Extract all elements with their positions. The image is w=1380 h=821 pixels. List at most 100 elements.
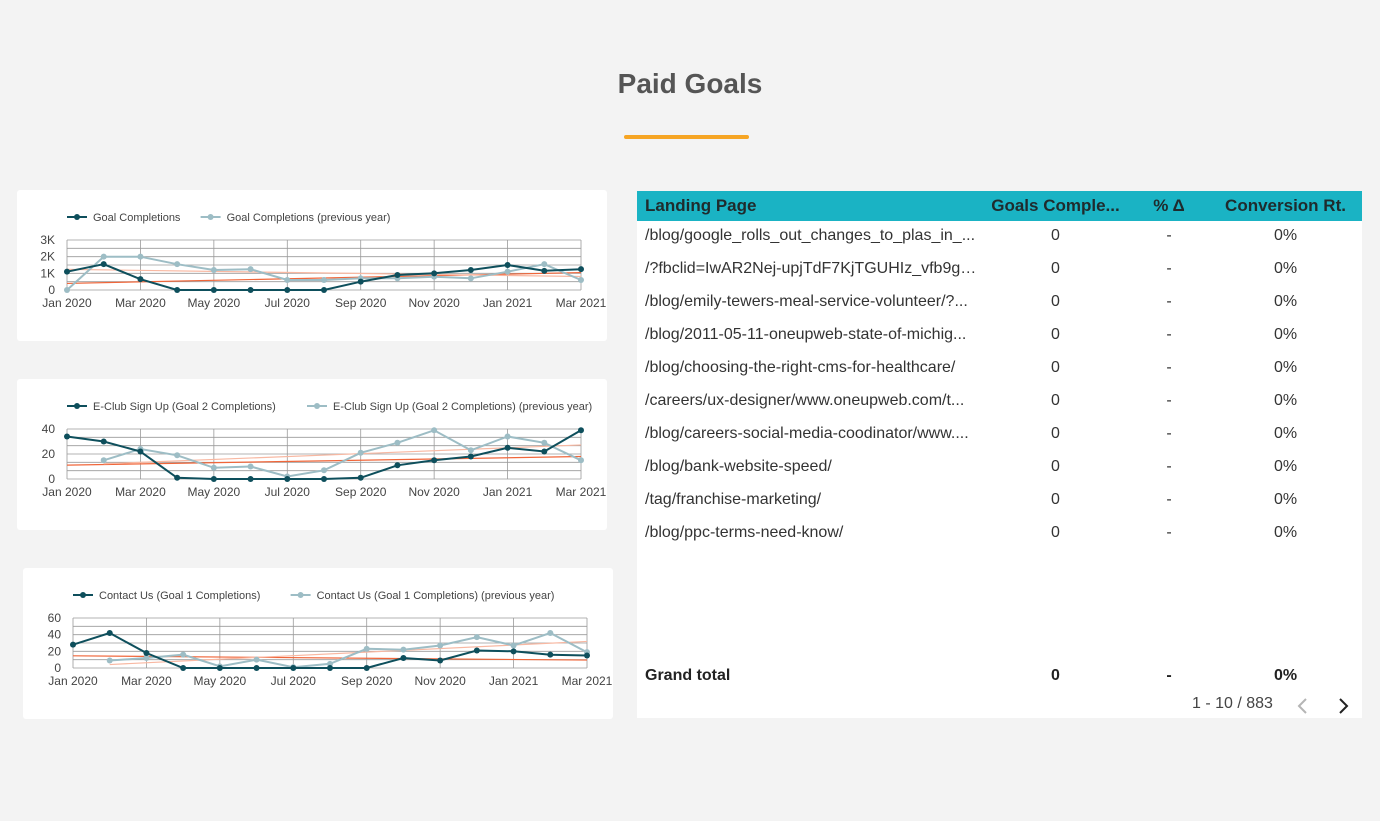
- data-point-current: [504, 262, 511, 268]
- data-point-previous-year: [547, 630, 554, 636]
- y-tick-label: 0: [48, 283, 55, 297]
- row-landing-page: /blog/ppc-terms-need-know/: [645, 524, 844, 541]
- data-point-current: [247, 287, 254, 293]
- x-tick-label: Jan 2020: [48, 674, 98, 688]
- x-tick-label: Sep 2020: [335, 296, 387, 310]
- header-percent-delta[interactable]: % Δ: [1153, 196, 1185, 215]
- x-tick-label: Mar 2020: [115, 296, 166, 310]
- data-point-current: [400, 655, 407, 661]
- table-header: Landing Page Goals Comple... % Δ Convers…: [637, 191, 1362, 221]
- row-conversion: 0%: [1273, 392, 1298, 409]
- row-delta: -: [1166, 491, 1172, 508]
- x-tick-label: Nov 2020: [408, 296, 460, 310]
- data-point-current: [327, 665, 333, 671]
- row-landing-page: /blog/2011-05-11-oneupweb-state-of-michi…: [645, 326, 967, 343]
- data-point-current: [467, 267, 474, 273]
- x-tick-label: Mar 2021: [556, 296, 607, 310]
- row-conversion: 0%: [1273, 326, 1298, 343]
- data-point-current: [174, 287, 181, 293]
- table-row: /blog/2011-05-11-oneupweb-state-of-michi…: [637, 320, 1362, 353]
- header-landing-page[interactable]: Landing Page: [645, 196, 757, 215]
- data-point-current: [100, 438, 107, 445]
- data-point-current: [437, 657, 444, 664]
- chevron-right-icon[interactable]: [1333, 695, 1353, 717]
- data-point-previous-year: [437, 642, 444, 649]
- x-tick-label: Jan 2020: [42, 485, 92, 499]
- row-goals: 0: [1051, 491, 1060, 508]
- data-point-previous-year: [504, 433, 511, 440]
- row-delta: -: [1166, 458, 1172, 475]
- grand-total-goals: 0: [1051, 667, 1060, 684]
- data-point-previous-year: [247, 266, 254, 273]
- x-tick-label: Mar 2021: [562, 674, 613, 688]
- chevron-left-icon[interactable]: [1293, 695, 1313, 717]
- eclub-signup-chart-card: 0 20 40 Jan 2020 Mar 2020 May 2020 Jul 2020 Sep…: [17, 379, 607, 530]
- chart-legend: Contact Us (Goal 1 Completions) Contact U…: [73, 590, 554, 602]
- row-delta: -: [1166, 260, 1172, 277]
- row-goals: 0: [1051, 260, 1060, 277]
- row-landing-page: /blog/google_rolls_out_changes_to_plas_i…: [645, 227, 976, 244]
- row-goals: 0: [1051, 293, 1060, 310]
- data-point-previous-year: [321, 277, 327, 283]
- row-landing-page: /blog/bank-website-speed/: [645, 458, 832, 475]
- data-point-current: [100, 261, 107, 268]
- data-point-previous-year: [578, 457, 584, 464]
- table-row: /careers/ux-designer/www.oneupweb.com/t.…: [637, 386, 1362, 419]
- trend-line-previous: [103, 444, 582, 465]
- data-point-current: [473, 647, 480, 654]
- header-conversion-rate[interactable]: Conversion Rt.: [1225, 196, 1346, 215]
- row-landing-page: /blog/emily-tewers-meal-service-voluntee…: [645, 293, 968, 310]
- x-tick-label: Jan 2020: [42, 296, 92, 310]
- data-point-previous-year: [100, 253, 107, 260]
- data-point-previous-year: [321, 467, 327, 474]
- x-tick-label: Jul 2020: [271, 674, 317, 688]
- x-tick-label: Jan 2021: [483, 485, 533, 499]
- row-conversion: 0%: [1273, 227, 1298, 244]
- x-tick-label: Jul 2020: [265, 485, 311, 499]
- x-tick-label: Sep 2020: [335, 485, 387, 499]
- x-tick-label: May 2020: [194, 674, 247, 688]
- series-line-previous-year: [103, 429, 582, 478]
- data-point-current: [64, 268, 70, 275]
- data-point-current: [143, 650, 150, 656]
- legend-label: Goal Completions (previous year): [227, 212, 391, 224]
- data-point-current: [467, 453, 474, 460]
- data-point-previous-year: [400, 646, 407, 653]
- y-tick-label: 60: [48, 611, 62, 625]
- data-point-current: [106, 630, 113, 636]
- data-point-current: [431, 457, 438, 464]
- table-row: /blog/bank-website-speed/ 0 - 0%: [637, 452, 1362, 485]
- pagination-range: 1 - 10 / 883: [1192, 695, 1273, 712]
- data-point-current: [578, 266, 584, 273]
- grid: [72, 617, 588, 669]
- legend-swatch-dot: [74, 214, 80, 220]
- table-row: /blog/ppc-terms-need-know/ 0 - 0%: [637, 518, 1362, 551]
- data-point-current: [357, 278, 364, 285]
- data-point-current: [510, 648, 517, 655]
- data-point-current: [216, 665, 223, 671]
- page-title: Paid Goals: [617, 68, 763, 99]
- eclub-signup-chart: 0 20 40 Jan 2020 Mar 2020 May 2020 Jul 2020 Sep…: [42, 401, 607, 499]
- data-point-previous-year: [253, 656, 260, 663]
- table-row: /blog/choosing-the-right-cms-for-healthc…: [637, 353, 1362, 386]
- row-delta: -: [1166, 293, 1172, 310]
- row-landing-page: /tag/franchise-marketing/: [645, 491, 822, 508]
- row-conversion: 0%: [1273, 359, 1298, 376]
- row-landing-page: /blog/careers-social-media-coodinator/ww…: [645, 425, 969, 442]
- header-goals-completions[interactable]: Goals Comple...: [991, 196, 1120, 215]
- row-goals: 0: [1051, 425, 1060, 442]
- y-tick-label: 0: [48, 472, 55, 486]
- y-tick-label: 40: [42, 422, 56, 436]
- data-point-previous-year: [467, 447, 474, 454]
- y-tick-label: 3K: [40, 233, 55, 247]
- data-point-previous-year: [578, 277, 584, 283]
- row-conversion: 0%: [1273, 293, 1298, 310]
- data-point-previous-year: [363, 645, 370, 652]
- table-row: /blog/emily-tewers-meal-service-voluntee…: [637, 287, 1362, 320]
- trend-line-current: [66, 455, 582, 466]
- legend-label: Goal Completions: [93, 212, 181, 224]
- data-point-previous-year: [143, 655, 150, 661]
- data-point-previous-year: [357, 449, 364, 456]
- data-point-current: [137, 448, 144, 455]
- data-point-previous-year: [510, 642, 517, 649]
